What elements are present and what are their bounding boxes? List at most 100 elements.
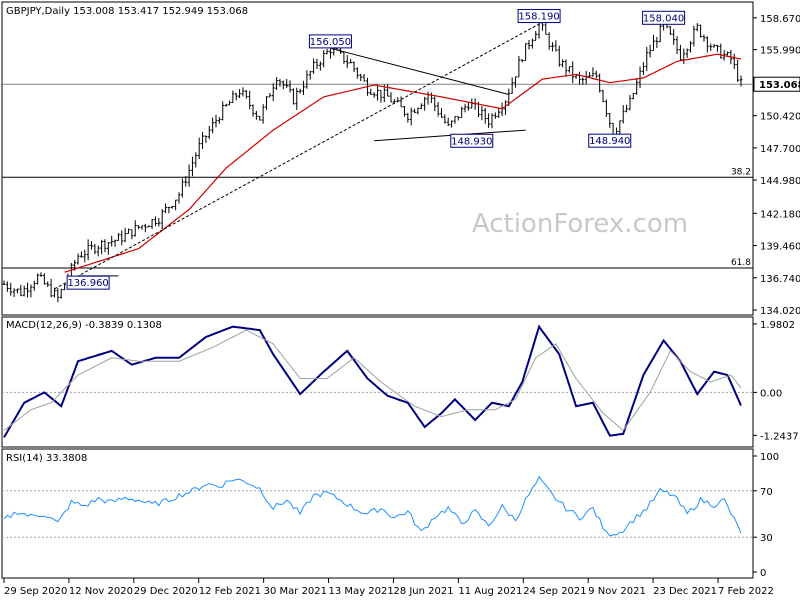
ohlc-bar — [675, 36, 679, 55]
ohlc-bar — [201, 131, 204, 150]
ohlc-bar — [355, 67, 359, 79]
price-annotation: 158.040 — [642, 10, 686, 25]
ohlc-bar — [631, 93, 635, 100]
ohlc-bar — [564, 59, 568, 77]
moving-average-line — [64, 53, 742, 273]
ohlc-bar — [100, 239, 103, 255]
last-price-label: 153.068 — [759, 80, 800, 91]
ohlc-bar — [251, 104, 255, 117]
ohlc-bar — [433, 96, 437, 112]
macd-title: MACD(12,26,9) -0.3839 0.1308 — [6, 320, 162, 331]
ohlc-bar — [271, 83, 275, 102]
main-layer: 38.2 61.8 158.190 156.050 158.040 148.930 148.… — [2, 9, 753, 303]
ohlc-bar — [127, 228, 130, 234]
macd-panel-frame — [1, 316, 754, 448]
ohlc-bar — [480, 105, 484, 121]
ohlc-bar — [288, 80, 292, 93]
ohlc-bar — [49, 278, 53, 298]
ohlc-bar — [483, 107, 487, 124]
ohlc-bar — [581, 77, 585, 85]
ohlc-bar — [154, 216, 157, 227]
axis-layer: 158.670 155.990 153.068 150.420 147.700 144.9… — [3, 14, 800, 597]
rsi-y-tick-label: 70 — [760, 487, 773, 498]
x-tick-label: 12 Nov 2020 — [69, 586, 133, 597]
trendline-triangle-top — [330, 47, 509, 96]
ohlc-bar — [160, 209, 164, 230]
ohlc-bar — [557, 45, 561, 67]
ohlc-bar — [53, 287, 56, 298]
ohlc-bar — [567, 66, 571, 73]
ohlc-bar — [635, 78, 639, 95]
price-annotation-label: 148.940 — [589, 136, 630, 147]
ohlc-bar — [406, 112, 410, 123]
ohlc-bar — [679, 44, 682, 61]
ohlc-bar — [490, 113, 494, 129]
ohlc-bar — [5, 281, 9, 292]
ohlc-bar — [453, 116, 457, 124]
ohlc-bar — [652, 34, 655, 51]
ohlc-bar — [285, 78, 289, 89]
ohlc-bar — [594, 70, 598, 79]
ohlc-bar — [302, 80, 305, 96]
ohlc-bar — [709, 43, 713, 52]
ohlc-bar — [436, 101, 440, 117]
ohlc-bar — [157, 218, 161, 227]
ohlc-bar — [561, 59, 565, 68]
ohlc-bar — [318, 61, 322, 71]
rsi-line — [3, 475, 742, 537]
macd-y-tick-label: 1.9802 — [760, 320, 795, 331]
ohlc-bar — [524, 43, 528, 62]
rsi-y-tick-label: 100 — [760, 452, 779, 463]
ohlc-bar — [416, 107, 420, 115]
ohlc-bar — [214, 114, 218, 128]
ohlc-bar — [174, 199, 178, 211]
ohlc-bar — [389, 92, 393, 103]
ohlc-bar — [56, 288, 60, 303]
ohlc-bar — [409, 107, 413, 126]
ohlc-bar — [258, 115, 262, 121]
trendline-triangle-bottom — [374, 129, 526, 142]
ohlc-bar — [80, 251, 83, 258]
ohlc-bar — [93, 243, 97, 255]
ohlc-bar — [695, 23, 699, 32]
ohlc-bar — [325, 48, 329, 55]
ohlc-bar — [147, 225, 151, 228]
ohlc-bar — [530, 38, 534, 49]
ohlc-bar — [194, 152, 198, 168]
ohlc-bar — [254, 110, 258, 120]
ohlc-bar — [608, 112, 612, 128]
ohlc-bar — [349, 58, 353, 64]
ohlc-bar — [164, 203, 167, 214]
ohlc-bar — [702, 34, 706, 42]
ohlc-bar — [96, 245, 100, 257]
ohlc-bar — [120, 230, 124, 246]
rsi-layer — [2, 475, 753, 538]
ohlc-bar — [362, 73, 366, 82]
price-annotation: 148.930 — [450, 133, 494, 148]
ohlc-bar — [329, 48, 332, 59]
ohlc-bar — [113, 239, 117, 247]
ohlc-bar — [655, 37, 659, 49]
price-annotation-label: 158.040 — [643, 13, 684, 24]
ohlc-bar — [588, 72, 591, 77]
ohlc-bar — [130, 229, 134, 240]
ohlc-bar — [419, 103, 423, 110]
y-tick-label: 142.180 — [760, 209, 800, 220]
ohlc-bar — [399, 96, 403, 108]
ohlc-bar — [207, 125, 211, 140]
ohlc-bar — [450, 120, 453, 128]
x-tick-label: 9 Nov 2021 — [588, 586, 646, 597]
ohlc-bar — [456, 116, 460, 121]
rsi-panel-frame — [1, 448, 754, 579]
macd-y-tick-label: 0.00 — [760, 388, 782, 399]
fib-level-label: 38.2 — [731, 167, 751, 177]
x-tick-label: 12 Feb 2021 — [199, 586, 261, 597]
ohlc-bar — [103, 239, 107, 253]
macd-y-tick-label: -1.2437 — [760, 431, 799, 442]
ohlc-bar — [217, 117, 221, 124]
y-tick-label: 150.420 — [760, 112, 800, 123]
ohlc-bar — [685, 48, 689, 58]
y-tick-label: 144.980 — [760, 176, 800, 187]
ohlc-bar — [140, 225, 144, 230]
